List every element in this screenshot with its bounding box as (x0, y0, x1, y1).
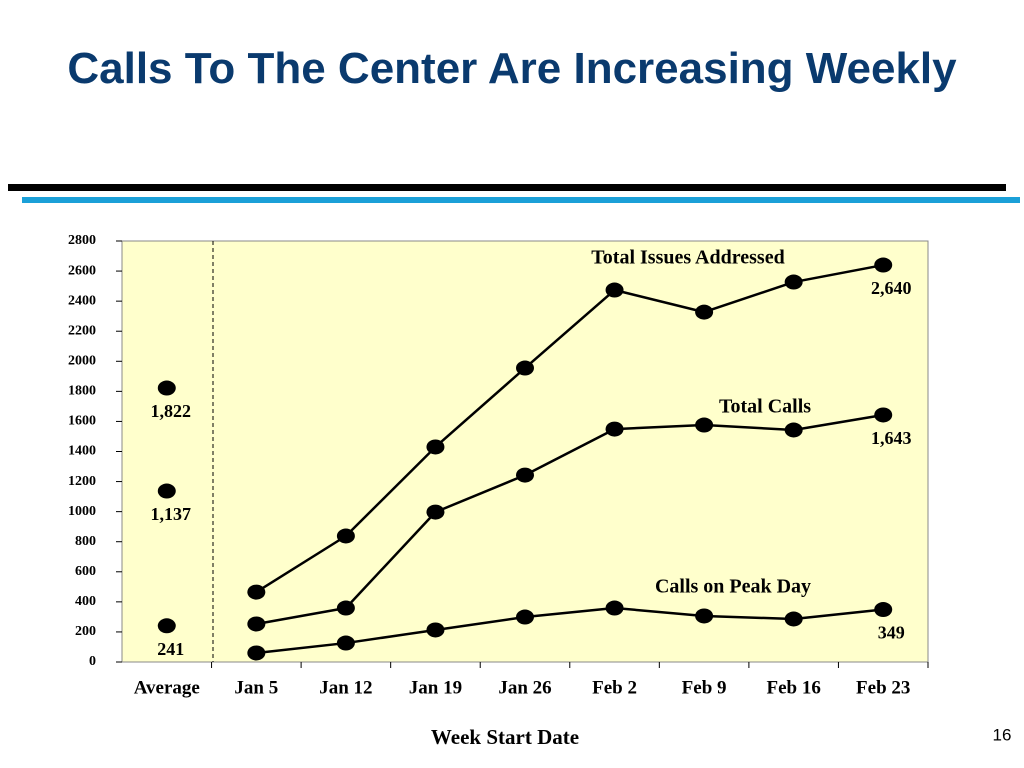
line-segment (524, 289, 616, 369)
x-tick-label: Jan 12 (319, 677, 372, 698)
line-segment (345, 628, 436, 645)
point (426, 504, 445, 520)
point (426, 622, 445, 638)
point (157, 380, 176, 396)
point (874, 602, 893, 618)
line-segment (614, 288, 705, 314)
divider-black (8, 184, 1006, 191)
series-label: Total Calls (719, 396, 811, 418)
point (784, 274, 803, 290)
plot-area (121, 240, 929, 663)
y-tick-label: 2600 (68, 263, 96, 278)
x-tick-label: Feb 16 (766, 677, 820, 698)
point (247, 616, 266, 632)
y-tick-label: 400 (75, 594, 96, 609)
line-segment (704, 423, 794, 432)
point (336, 600, 355, 616)
y-tick-label: 2400 (68, 293, 96, 308)
value-label: 241 (157, 639, 184, 659)
y-tick-label: 1200 (68, 474, 96, 489)
point (605, 282, 624, 298)
y-tick-label: 1000 (68, 504, 96, 519)
point (247, 584, 266, 600)
line-segment (256, 606, 347, 626)
line-segment (255, 534, 347, 594)
point (157, 483, 176, 499)
series-label: Calls on Peak Day (655, 576, 811, 598)
point (874, 257, 893, 273)
point (695, 608, 714, 624)
x-tick-label: Average (134, 677, 200, 698)
point (695, 417, 714, 433)
x-tick-label: Feb 23 (856, 677, 910, 698)
y-tick-label: 2800 (68, 233, 96, 248)
point (784, 422, 803, 438)
point (336, 635, 355, 651)
line-segment (434, 367, 526, 448)
value-label: 349 (878, 623, 905, 643)
line-segment (435, 615, 526, 632)
x-tick-label: Feb 2 (592, 677, 637, 698)
value-label: 1,822 (151, 401, 192, 421)
y-tick-label: 800 (75, 534, 96, 549)
y-tick-label: 0 (89, 654, 96, 669)
point (516, 467, 534, 483)
line-segment (434, 473, 526, 514)
divider-blue (22, 197, 1020, 203)
y-tick-label: 2000 (68, 354, 96, 369)
line-segment (614, 423, 705, 431)
value-label: 1,137 (151, 504, 192, 524)
y-tick-label: 1400 (68, 444, 96, 459)
line-segment (344, 511, 437, 609)
point (516, 360, 534, 376)
y-tick-label: 1800 (68, 384, 96, 399)
value-label: 1,643 (871, 428, 912, 448)
line-segment (793, 608, 884, 621)
y-tick-label: 600 (75, 564, 96, 579)
point (605, 600, 624, 616)
x-axis-label: Week Start Date (431, 725, 579, 749)
point (157, 618, 176, 634)
point (426, 439, 445, 455)
line-segment (524, 427, 616, 477)
line-segment (345, 446, 437, 537)
point (336, 528, 355, 544)
point (695, 304, 714, 320)
line-segment (703, 280, 795, 314)
point (516, 609, 534, 625)
line-segment (524, 606, 615, 619)
point (874, 407, 893, 423)
page-number: 16 (993, 725, 1012, 744)
value-label: 2,640 (871, 278, 912, 298)
series-label: Total Issues Addressed (591, 247, 784, 269)
y-tick-label: 1600 (68, 414, 96, 429)
point (784, 611, 803, 627)
line-segment (793, 413, 884, 432)
x-tick-label: Jan 19 (409, 677, 462, 698)
point (605, 421, 624, 437)
x-tick-label: Jan 5 (234, 677, 278, 698)
slide-title: Calls To The Center Are Increasing Weekl… (67, 44, 957, 93)
point (247, 645, 266, 661)
line-segment (614, 606, 705, 618)
y-tick-label: 200 (75, 624, 96, 639)
x-tick-label: Jan 26 (498, 677, 551, 698)
line-segment (704, 614, 794, 621)
line-segment (256, 641, 347, 655)
y-tick-label: 2200 (68, 323, 96, 338)
line-segment (793, 263, 884, 284)
x-tick-label: Feb 9 (682, 677, 727, 698)
